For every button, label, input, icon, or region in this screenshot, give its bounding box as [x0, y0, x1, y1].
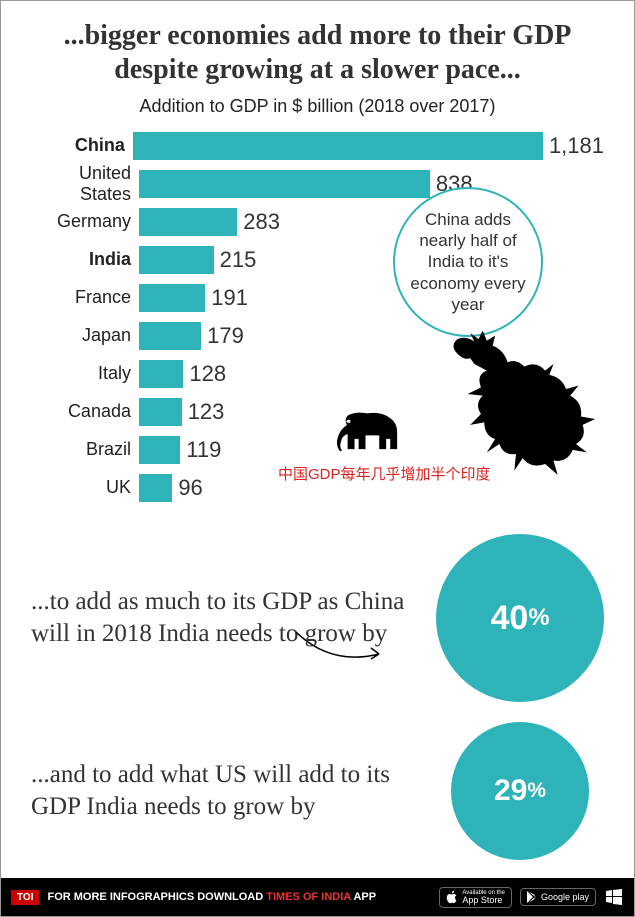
footer-accent: TIMES OF INDIA	[266, 891, 351, 903]
stat-row-2: ...and to add what US will add to its GD…	[1, 712, 634, 870]
bar	[139, 322, 201, 350]
googleplay-badge[interactable]: Google play	[520, 888, 596, 906]
bar	[139, 360, 183, 388]
stat2-value: 29	[494, 774, 527, 808]
bar	[139, 208, 237, 236]
stat2-unit: %	[527, 779, 546, 803]
bar-label: France	[31, 287, 139, 308]
bar-label: Canada	[31, 401, 139, 422]
toi-badge: TOI	[11, 890, 39, 905]
bar-value: 215	[214, 247, 257, 273]
footer-bar: TOI FOR MORE INFOGRAPHICS DOWNLOAD TIMES…	[1, 878, 634, 916]
bar-value: 96	[172, 475, 202, 501]
bar-value: 119	[180, 437, 221, 463]
footer-text: FOR MORE INFOGRAPHICS DOWNLOAD TIMES OF …	[47, 891, 376, 903]
bar-label: India	[31, 249, 139, 270]
footer-post: APP	[351, 891, 376, 903]
bar-label: UK	[31, 477, 139, 498]
bar-label: China	[31, 135, 133, 156]
bar	[139, 474, 172, 502]
bar-value: 283	[237, 209, 280, 235]
callout-text: China adds nearly half of India to it's …	[407, 209, 529, 315]
chart-subtitle: Addition to GDP in $ billion (2018 over …	[1, 92, 634, 129]
bar-label: Brazil	[31, 439, 139, 460]
bar-label: Italy	[31, 363, 139, 384]
appstore-badge[interactable]: Available on theApp Store	[439, 887, 512, 908]
infographic-page: ...bigger economies add more to their GD…	[0, 0, 635, 917]
dragon-icon	[431, 329, 601, 479]
bar-value: 179	[201, 323, 244, 349]
stat1-circle: 40%	[436, 534, 604, 702]
bar-value: 1,181	[543, 133, 604, 159]
bar-value: 123	[182, 399, 225, 425]
bar	[139, 246, 214, 274]
callout-circle: China adds nearly half of India to it's …	[393, 187, 543, 337]
bar-label: Japan	[31, 325, 139, 346]
stat-row-1: ...to add as much to its GDP as China wi…	[1, 524, 634, 712]
bar-value: 128	[183, 361, 226, 387]
bar	[133, 132, 543, 160]
bar	[139, 284, 205, 312]
appstore-bottom: App Store	[462, 895, 502, 905]
play-label: Google play	[541, 892, 589, 902]
bar-value: 191	[205, 285, 248, 311]
stat2-circle: 29%	[451, 722, 589, 860]
bar	[139, 170, 430, 198]
bar-label: United States	[31, 163, 139, 205]
stat2-text: ...and to add what US will add to its GD…	[31, 759, 431, 824]
bar-label: Germany	[31, 211, 139, 232]
windows-badge[interactable]	[604, 887, 624, 907]
headline: ...bigger economies add more to their GD…	[1, 1, 634, 92]
elephant-icon	[336, 401, 406, 456]
stat1-unit: %	[528, 604, 549, 632]
footer-pre: FOR MORE INFOGRAPHICS DOWNLOAD	[47, 891, 266, 903]
bar	[139, 436, 180, 464]
bar-row: China 1,181	[31, 129, 604, 162]
arrow-icon	[291, 624, 391, 674]
stat1-value: 40	[491, 599, 529, 638]
bar-row: United States838	[31, 167, 604, 200]
bar	[139, 398, 182, 426]
